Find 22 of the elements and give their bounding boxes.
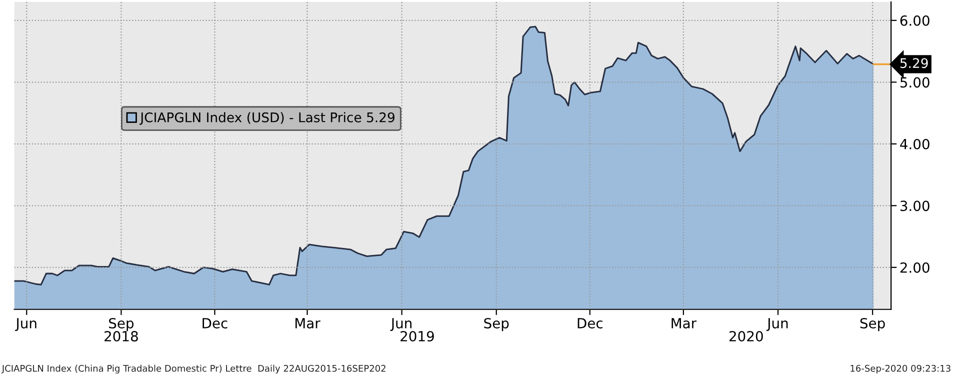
text: 16-Sep-2020 09:23:13 [850, 364, 950, 374]
y-tick-label: 2.00 [900, 262, 930, 273]
x-tick-label: Dec [578, 318, 602, 328]
y-tick-label: 5.00 [900, 77, 930, 88]
legend-label: JCIAPGLN Index (USD) - Last Price 5.29 [140, 112, 394, 125]
y-tick-label: 3.00 [900, 200, 930, 212]
x-tick-label: Mar [672, 318, 697, 328]
x2-tick-label: 2020 [729, 330, 763, 342]
x-tick-label: Dec [202, 318, 228, 328]
x-tick-label: Jun [766, 318, 788, 332]
y-tick-label: 4.00 [900, 138, 930, 150]
x-tick-label: Jun [15, 318, 36, 332]
x-tick-label: Sep [860, 318, 885, 332]
x-tick-label: Jun [390, 318, 412, 332]
y-tick-label: 6.00 [900, 15, 930, 26]
ref-line-label: 5.29 [900, 58, 928, 68]
x2-tick-label: 2019 [400, 330, 434, 342]
x-tick-label: Sep [484, 318, 509, 332]
text: JCIAPGLN Index (China Pig Tradable Domestic Pr) Lettre Daily 22AUG2015-16SEP202 [1, 364, 386, 374]
x-tick-label: Sep [109, 318, 134, 332]
x-tick-label: Mar [295, 318, 320, 328]
x2-tick-label: 2018 [104, 330, 138, 342]
